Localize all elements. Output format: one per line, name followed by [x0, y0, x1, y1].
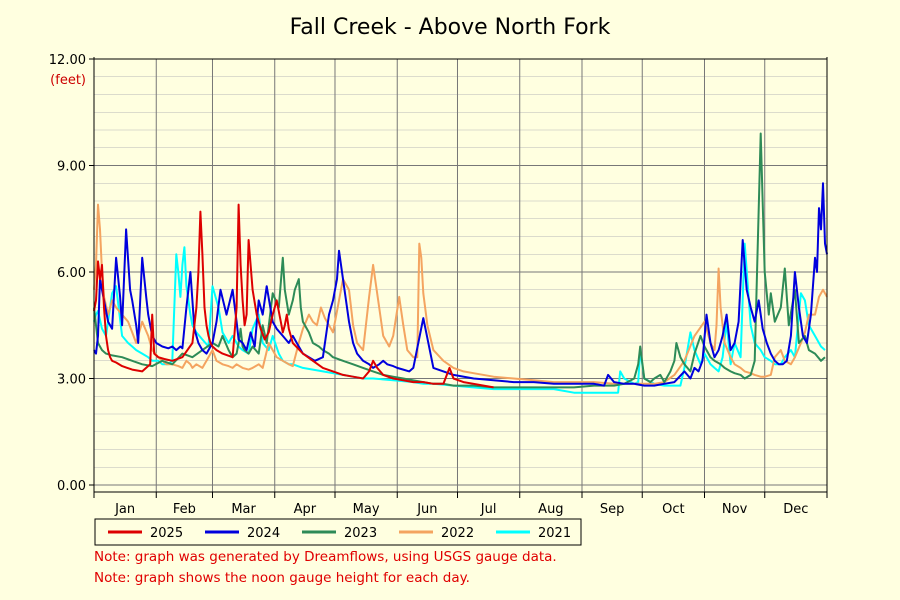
legend: 2025 2024 2023 2022 2021	[94, 518, 582, 546]
y-tick-labels: 0.00 3.00 6.00 9.00 12.00	[49, 53, 86, 494]
x-tick-label: Jul	[480, 502, 497, 517]
x-tick-label: Nov	[722, 502, 748, 517]
x-tick-label: Oct	[662, 502, 684, 517]
y-tick-label: 12.00	[49, 53, 86, 68]
series-line-2024	[93, 182, 828, 387]
x-tick-labels: Jan Feb Mar Apr May Jun Jul Aug Sep Oct Nov Dec	[114, 502, 808, 517]
y-tick-label: 9.00	[57, 160, 86, 175]
chart-title: Fall Creek - Above North Fork	[290, 15, 611, 40]
y-tick-label: 6.00	[57, 266, 86, 281]
x-tick-label: Sep	[600, 502, 625, 517]
x-tick-label: Dec	[783, 502, 808, 517]
y-tick-label: 0.00	[57, 479, 86, 494]
legend-label-2022: 2022	[441, 526, 474, 541]
x-tick-label: May	[353, 502, 380, 517]
series-line-2022	[93, 203, 828, 385]
x-tick-label: Jan	[114, 502, 135, 517]
axes	[89, 57, 828, 498]
legend-label-2023: 2023	[344, 526, 377, 541]
legend-label-2025: 2025	[150, 526, 183, 541]
x-tick-label: Jun	[416, 502, 437, 517]
note-noon-height: Note: graph shows the noon gauge height …	[94, 570, 470, 586]
x-tick-label: Apr	[294, 502, 317, 517]
legend-label-2021: 2021	[538, 526, 571, 541]
series-lines	[93, 132, 828, 394]
x-tick-label: Feb	[173, 502, 196, 517]
y-axis-unit-label: (feet)	[50, 73, 86, 88]
legend-label-2024: 2024	[247, 526, 280, 541]
y-tick-label: 3.00	[57, 373, 86, 388]
note-source: Note: graph was generated by Dreamflows,…	[94, 549, 557, 565]
series-line-2025	[93, 203, 494, 389]
x-tick-label: Mar	[231, 502, 256, 517]
x-tick-label: Aug	[538, 502, 563, 517]
